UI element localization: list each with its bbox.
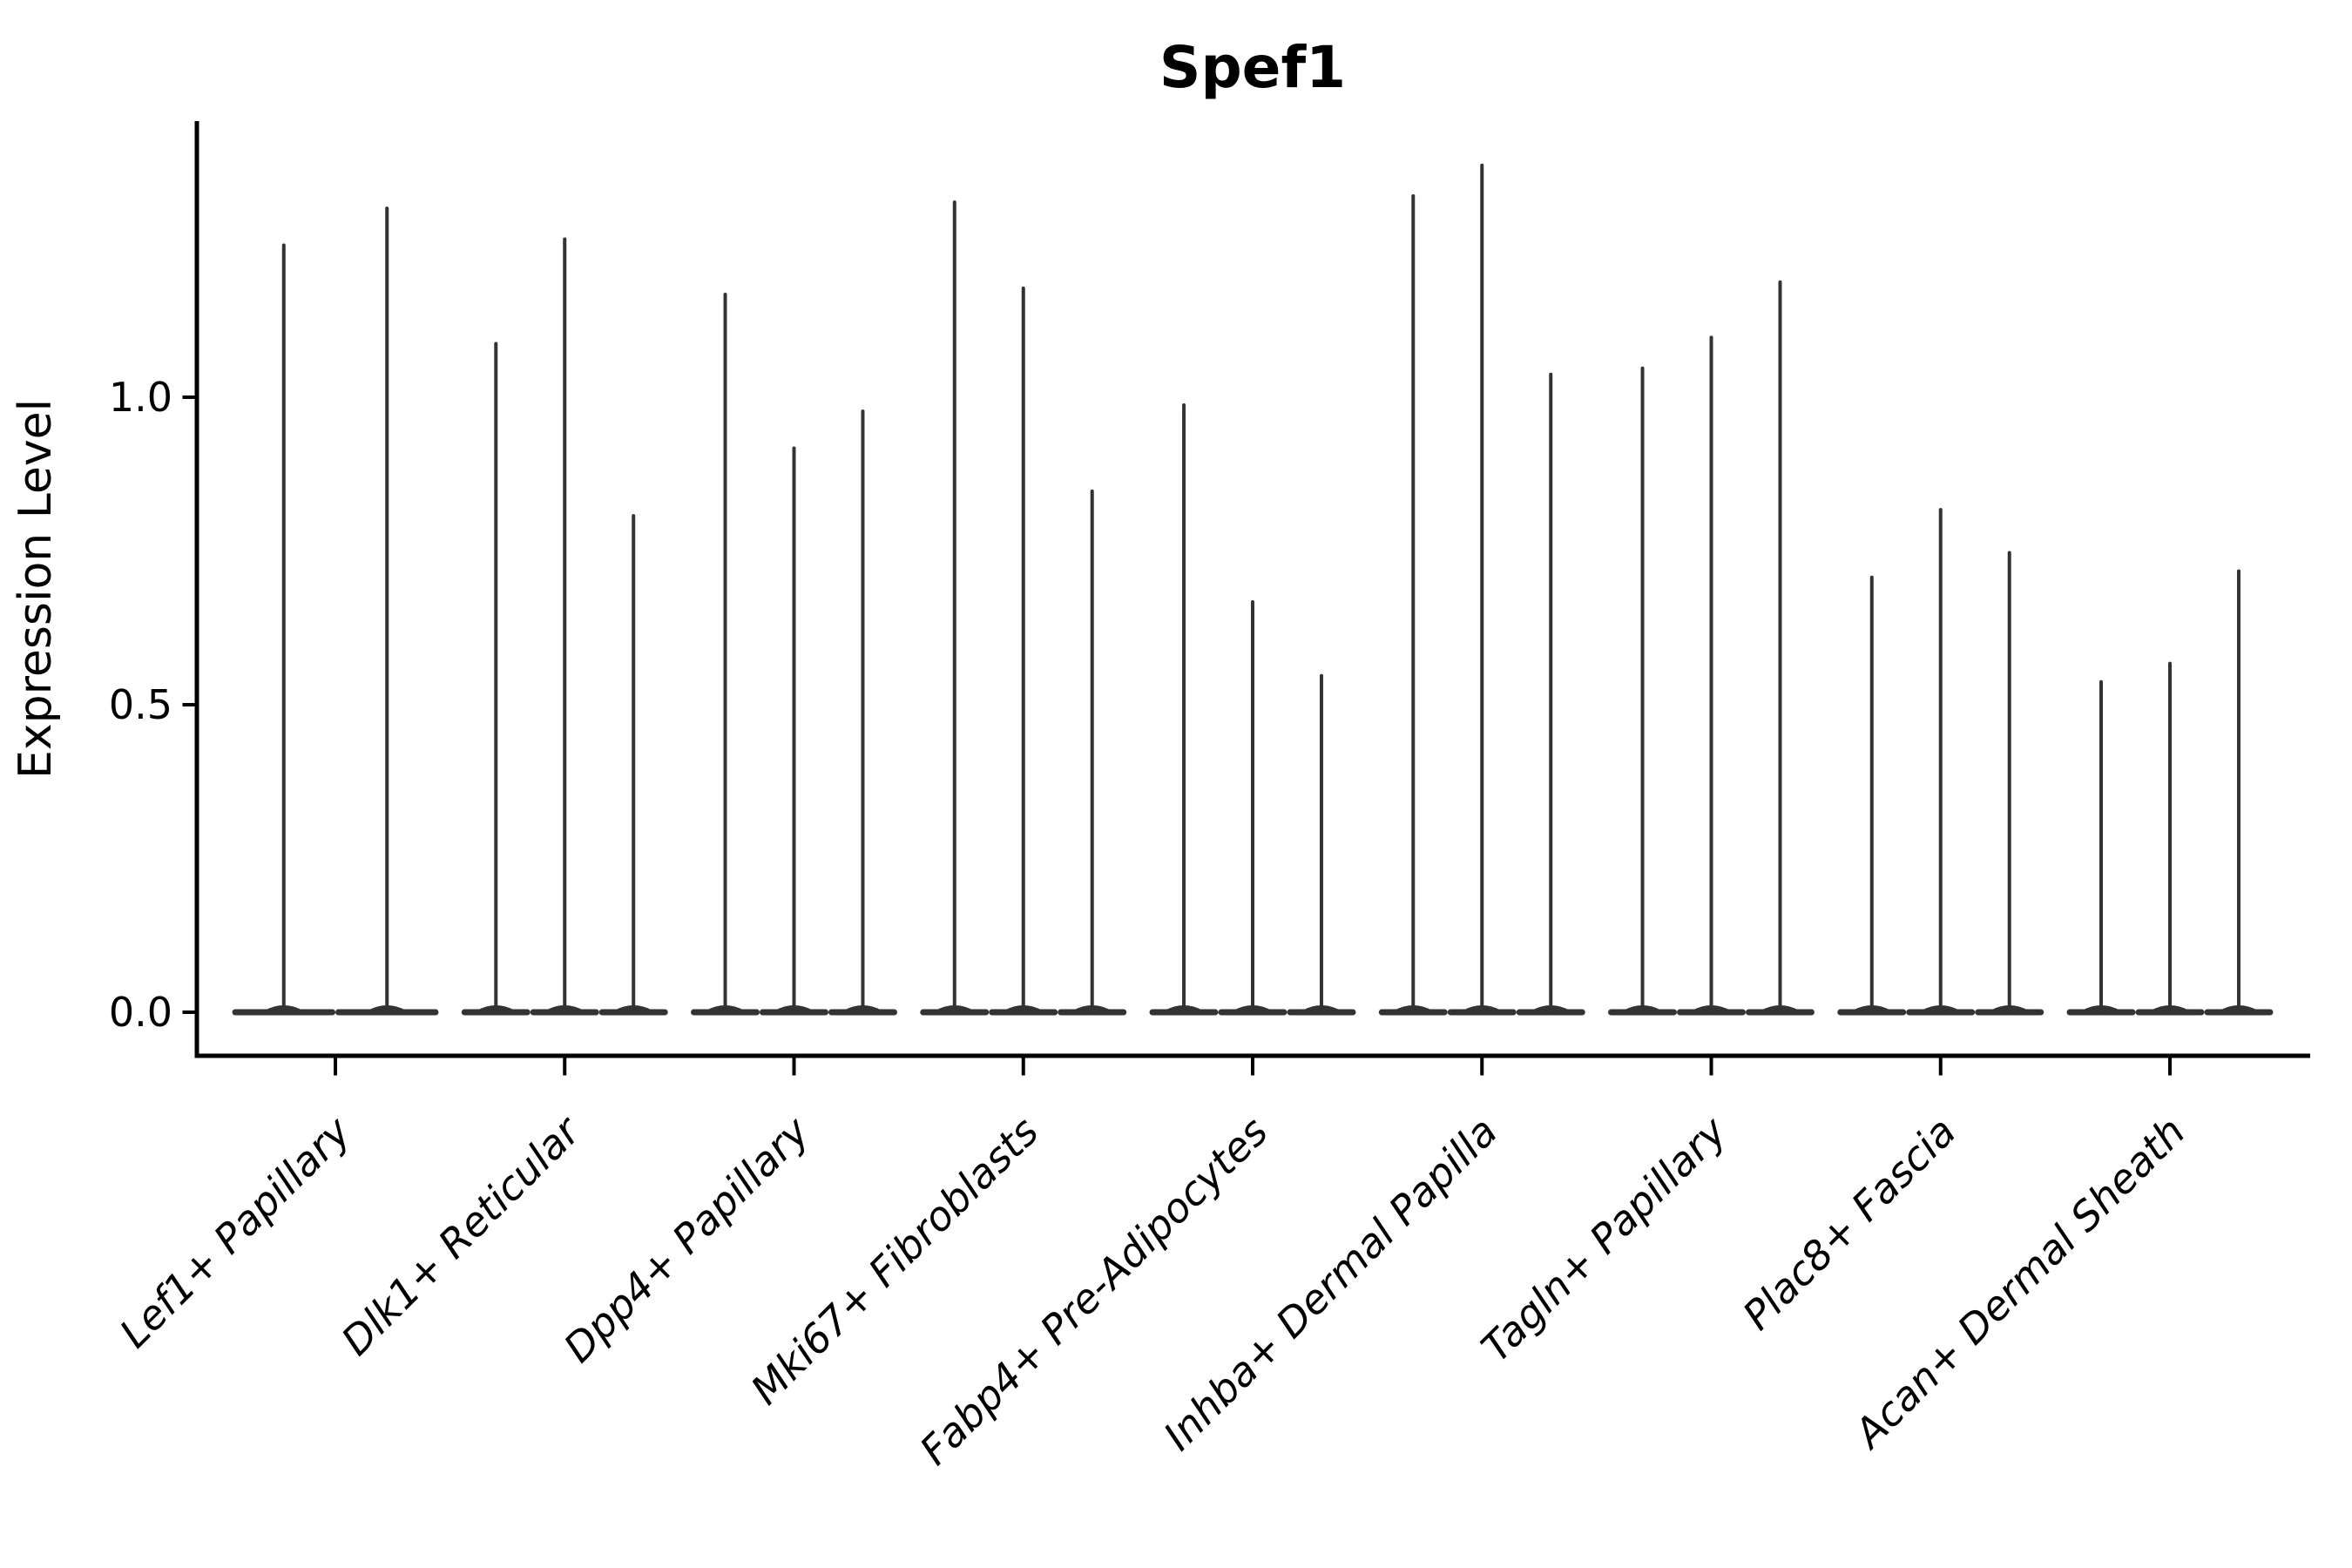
violin [1906, 508, 1976, 1016]
violin [2204, 569, 2274, 1016]
violin-group: Tagln+ Papillary [1472, 280, 1815, 1371]
x-tick-label: Lef1+ Papillary [111, 1107, 360, 1356]
x-tick-label: Dpp4+ Papillary [555, 1107, 819, 1371]
x-tick-label: Tagln+ Papillary [1472, 1107, 1736, 1371]
violin [461, 341, 531, 1016]
violin [1745, 280, 1815, 1016]
violin [1608, 366, 1678, 1016]
violin [760, 446, 828, 1016]
violin [828, 409, 897, 1016]
violin-group: Dlk1+ Reticular [332, 237, 668, 1364]
violin [1218, 599, 1288, 1016]
violin [1149, 403, 1219, 1016]
violin-group: Inhba+ Dermal Papilla [1154, 163, 1585, 1459]
violin [232, 243, 335, 1016]
y-axis-label: Expression Level [10, 399, 62, 779]
violin [1837, 575, 1907, 1016]
violin [1058, 489, 1127, 1016]
violin [691, 292, 760, 1016]
violin [530, 237, 599, 1016]
violin [1287, 673, 1356, 1016]
violin [335, 206, 439, 1016]
violin [1677, 335, 1746, 1016]
violin-group: Mki67+ Fibroblasts [741, 200, 1127, 1414]
violin [1975, 551, 2044, 1016]
violin [1378, 194, 1448, 1016]
violin [2135, 661, 2205, 1016]
violin [1516, 372, 1585, 1016]
y-tick-label: 0.5 [109, 681, 172, 728]
x-tick-label: Dlk1+ Reticular [332, 1105, 591, 1364]
violin [2066, 679, 2136, 1016]
chart-title: Spef1 [1159, 34, 1346, 101]
y-tick-label: 1.0 [109, 374, 172, 421]
violin [920, 200, 990, 1016]
y-tick-label: 0.0 [109, 989, 172, 1036]
x-tick-label: Plac8+ Fascia [1734, 1108, 1964, 1339]
violin [598, 514, 668, 1016]
violin-group: Dpp4+ Papillary [555, 292, 897, 1371]
violin [1447, 163, 1517, 1016]
violin [989, 286, 1058, 1016]
